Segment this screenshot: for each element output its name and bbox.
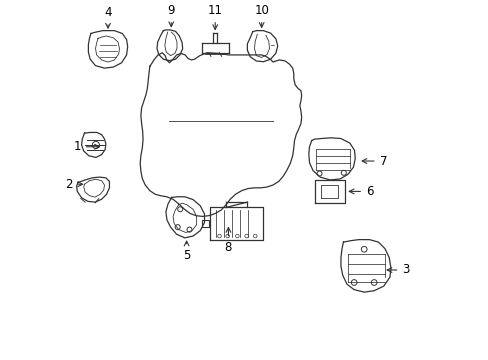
Text: 1: 1 xyxy=(73,140,99,153)
Text: 3: 3 xyxy=(386,264,409,276)
Text: 9: 9 xyxy=(167,4,175,27)
Text: 7: 7 xyxy=(362,154,386,167)
Text: 2: 2 xyxy=(65,178,82,191)
Text: 4: 4 xyxy=(104,6,112,28)
Text: 8: 8 xyxy=(224,228,232,255)
Text: 10: 10 xyxy=(254,4,268,27)
Text: 5: 5 xyxy=(183,241,190,262)
Text: 6: 6 xyxy=(348,185,373,198)
Text: 11: 11 xyxy=(207,4,222,30)
